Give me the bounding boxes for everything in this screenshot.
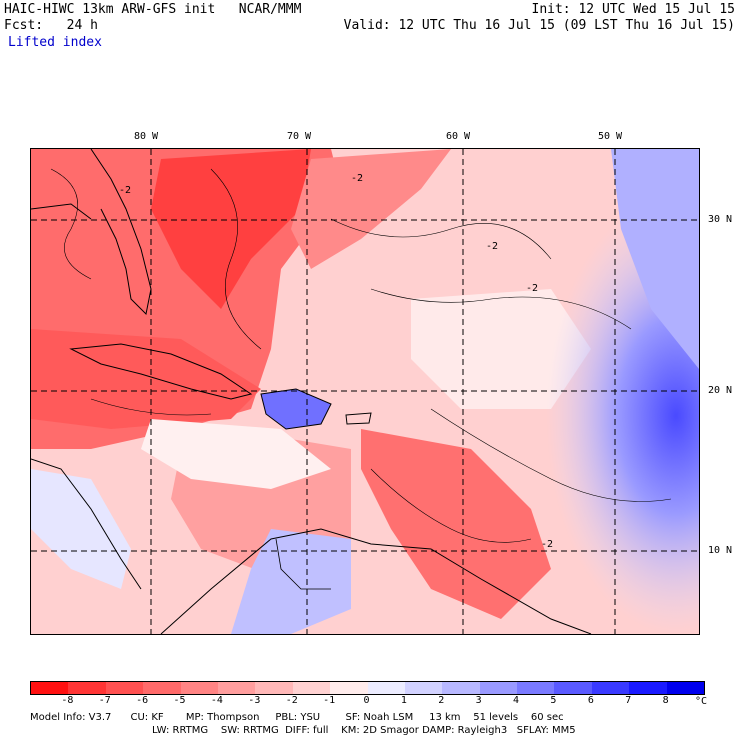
lon-label-50w: 50 W	[598, 131, 623, 142]
contour-lines	[50, 168, 672, 543]
blue-region-central-america	[31, 469, 131, 589]
blue-spot-hispaniola	[261, 389, 331, 429]
lifted-index-map: -2 -2 -2 -2 -2	[30, 148, 700, 635]
colorbar-tick-label: 8	[662, 695, 669, 706]
colorbar-unit: °C	[695, 696, 708, 707]
coast-central-america	[31, 458, 142, 590]
blue-region-northeast	[611, 149, 699, 369]
contour-label: -2	[486, 241, 498, 252]
colorbar-swatch	[143, 682, 181, 694]
colorbar-swatch	[180, 682, 218, 694]
colorbar-swatch	[591, 682, 630, 694]
lat-label-20n: 20 N	[708, 385, 733, 396]
coast-hispaniola	[260, 388, 332, 430]
coast-south-america	[160, 528, 592, 634]
colorbar-swatch	[217, 682, 256, 694]
contour-label: -2	[526, 283, 538, 294]
colorbar-tick-label: -2	[285, 695, 298, 706]
model-title: HAIC-HIWC 13km ARW-GFS init NCAR/MMM	[4, 2, 302, 17]
lat-label-10n: 10 N	[708, 545, 733, 556]
colorbar-swatch	[404, 682, 443, 694]
coast-gulf	[31, 203, 92, 220]
coast-cuba	[69, 343, 253, 400]
colorbar-swatch	[255, 682, 293, 694]
colorbar-tick-label: 2	[438, 695, 445, 706]
graticule	[31, 149, 699, 634]
colorbar-ticks: -8 -7 -6 -5 -4 -3 -2 -1 0 1 2 3 4 5 6 7 8	[30, 695, 703, 707]
colorbar-tick-label: -1	[323, 695, 336, 706]
contour-label: -2	[541, 539, 553, 550]
colorbar-swatch	[292, 682, 331, 694]
colorbar-swatch	[442, 682, 480, 694]
coast-puerto-rico	[345, 412, 372, 425]
border-venezuela	[275, 538, 331, 590]
colorbar-tick-label: 5	[550, 695, 557, 706]
colorbar-tick-label: 7	[625, 695, 632, 706]
field-name: Lifted index	[8, 35, 102, 50]
colorbar	[30, 681, 705, 695]
footer-model-info: Model Info: V3.7 CU: KF MP: Thompson PBL…	[30, 712, 564, 723]
colorbar-swatch	[68, 682, 106, 694]
colorbar-tick-label: -8	[61, 695, 74, 706]
init-time: Init: 12 UTC Wed 15 Jul 15	[531, 2, 736, 17]
colorbar-swatch	[367, 682, 405, 694]
colorbar-tick-label: -4	[210, 695, 223, 706]
colorbar-tick-label: 6	[587, 695, 594, 706]
colorbar-swatch	[31, 682, 69, 694]
colorbar-tick-label: -5	[173, 695, 186, 706]
colorbar-tick-label: -3	[248, 695, 261, 706]
colorbar-tick-label: 3	[475, 695, 482, 706]
lat-label-30n: 30 N	[708, 214, 733, 225]
blue-region-south-america	[231, 529, 351, 634]
map-canvas: -2 -2 -2 -2 -2	[31, 149, 699, 634]
forecast-hour: Fcst: 24 h	[4, 18, 98, 33]
red-region-gulf	[31, 329, 261, 429]
colorbar-tick-label: 0	[363, 695, 370, 706]
footer-physics: LW: RRTMG SW: RRTMG DIFF: full KM: 2D Sm…	[152, 725, 576, 736]
colorbar-tick-label: -7	[98, 695, 111, 706]
colorbar-tick-label: 4	[513, 695, 520, 706]
colorbar-tick-label: 1	[400, 695, 407, 706]
lon-label-80w: 80 W	[134, 131, 159, 142]
colorbar-tick-label: -6	[136, 695, 149, 706]
colorbar-swatch	[629, 682, 667, 694]
contour-label: -2	[119, 185, 131, 196]
colorbar-swatch	[105, 682, 144, 694]
colorbar-swatch	[666, 682, 705, 694]
pale-region-caribbean-sea	[141, 419, 331, 489]
colorbar-swatch	[479, 682, 518, 694]
valid-time: Valid: 12 UTC Thu 16 Jul 15 (09 LST Thu …	[343, 18, 735, 33]
colorbar-swatch	[517, 682, 555, 694]
colorbar-swatch	[554, 682, 592, 694]
coast-florida	[90, 149, 152, 316]
colorbar-swatch	[330, 682, 368, 694]
lon-label-60w: 60 W	[446, 131, 471, 142]
contour-label: -2	[351, 173, 363, 184]
contour-labels: -2 -2 -2 -2 -2	[119, 173, 553, 550]
lon-label-70w: 70 W	[287, 131, 312, 142]
red-core-florida	[151, 149, 311, 309]
